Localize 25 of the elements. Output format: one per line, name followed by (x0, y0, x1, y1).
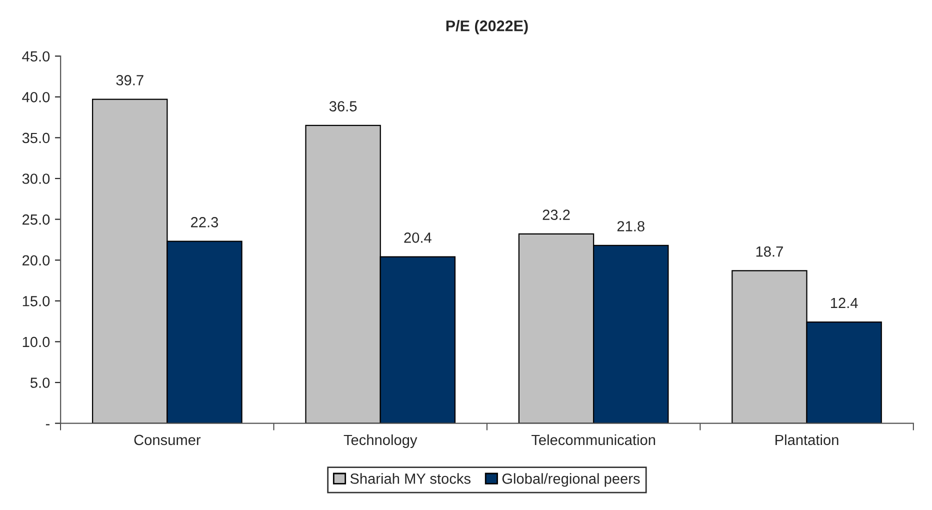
y-tick-label: 20.0 (22, 255, 50, 266)
data-label: 23.2 (542, 210, 570, 220)
y-tick-label: 15.0 (22, 296, 50, 306)
y-tick-label: 5.0 (30, 378, 50, 388)
y-tick-label: 40.0 (22, 92, 50, 102)
x-tick-label: Telecommunication (531, 434, 656, 446)
data-label: 12.4 (830, 298, 858, 308)
y-tick-label: 25.0 (22, 214, 50, 225)
x-tick-label: Consumer (134, 434, 201, 446)
chart-title: P/E (2022E) (446, 20, 528, 34)
data-label: 20.4 (404, 232, 432, 243)
y-tick-label: - (46, 424, 50, 426)
y-tick-label: 10.0 (22, 336, 50, 348)
data-label: 36.5 (329, 101, 357, 112)
y-tick-label: 30.0 (22, 174, 50, 184)
data-label: 39.7 (116, 75, 144, 86)
data-label: 21.8 (617, 221, 644, 232)
data-label: 18.7 (756, 246, 783, 257)
data-label: 22.3 (191, 217, 218, 228)
legend-label: Global/regional peers (502, 473, 640, 487)
y-tick-label: 45.0 (22, 51, 50, 62)
y-tick-label: 35.0 (22, 132, 50, 144)
x-tick-label: Technology (344, 434, 418, 448)
legend-label: Shariah MY stocks (350, 473, 471, 484)
x-tick-label: Plantation (776, 434, 838, 446)
